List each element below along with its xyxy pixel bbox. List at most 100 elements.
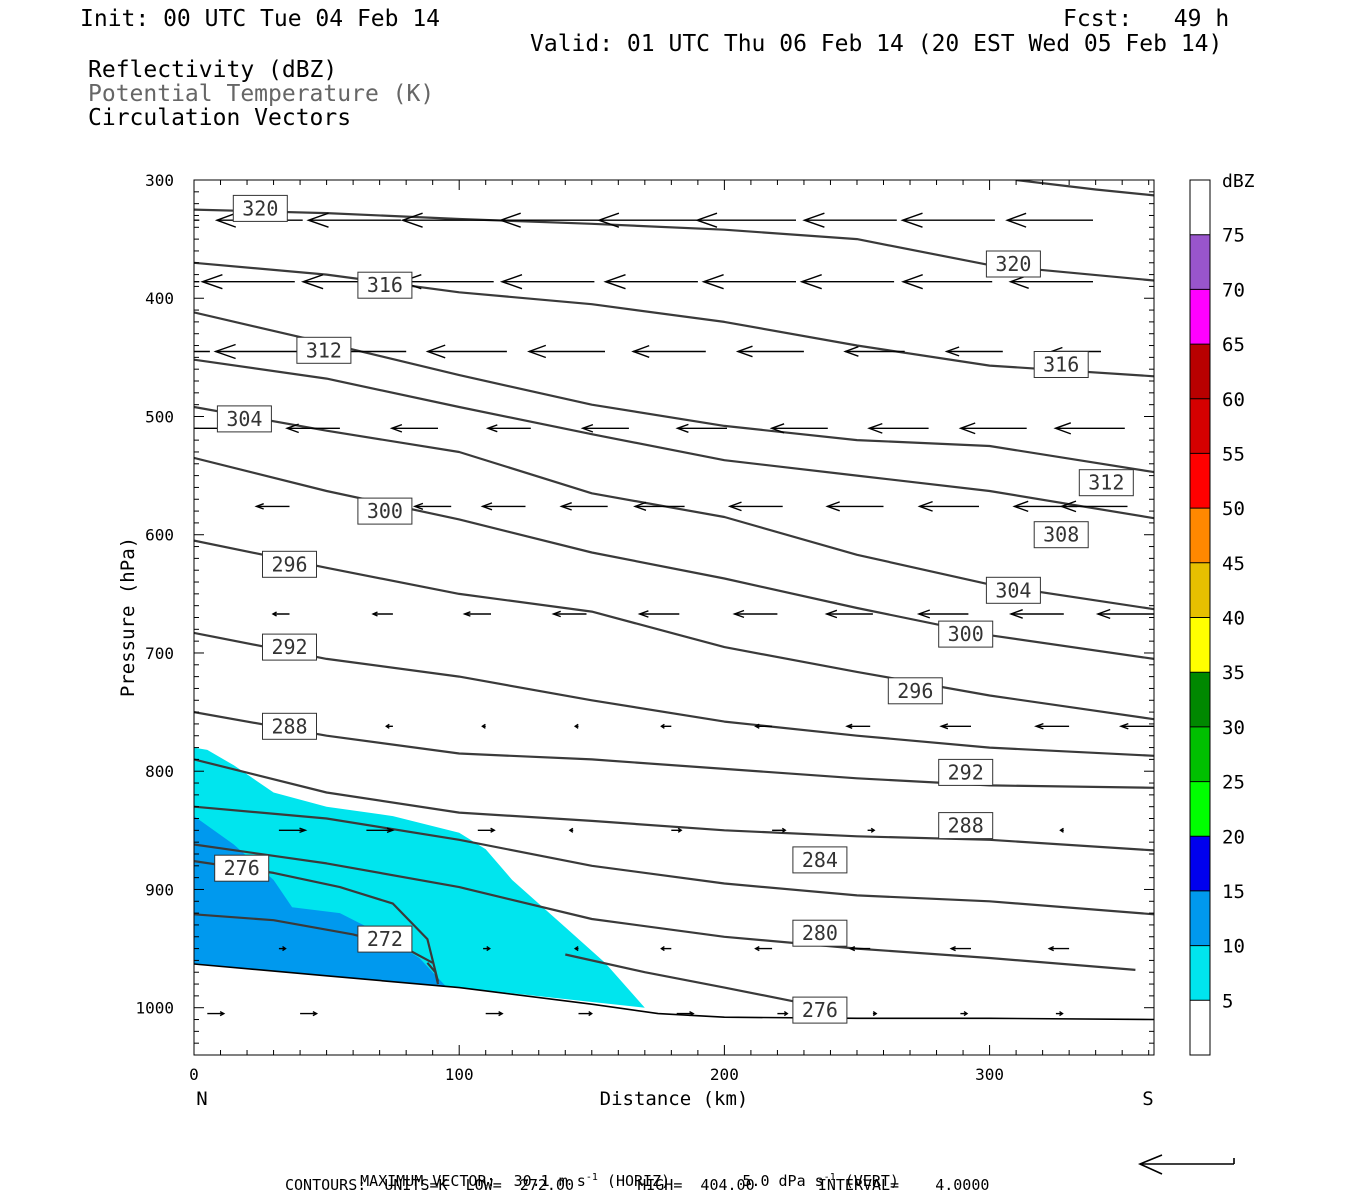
circulation-vector: [1047, 945, 1070, 952]
circulation-vector: [462, 611, 491, 617]
circulation-vector: [799, 274, 895, 290]
contour-label-box: [1078, 469, 1134, 497]
vector-head: [769, 423, 785, 434]
vector-head: [603, 274, 626, 290]
contour-label-text: 312: [306, 338, 342, 362]
vector-head: [917, 500, 933, 512]
terrain-line: [194, 963, 1154, 1021]
circulation-vector: [596, 212, 698, 228]
vector-head: [939, 723, 949, 730]
circulation-vector: [949, 945, 971, 952]
contour-label-304: 304: [216, 405, 272, 433]
contour-label-272: 272: [357, 925, 413, 953]
circulation-vector: [694, 212, 796, 228]
contour-label-box: [357, 925, 413, 953]
circulation-vector: [660, 723, 672, 729]
contour-label-box: [357, 271, 413, 299]
vector-head: [385, 723, 390, 729]
contour-label-288: 288: [938, 812, 994, 840]
circulation-vector: [958, 422, 1027, 435]
vector-head: [637, 610, 649, 618]
contour-label-296: 296: [262, 550, 317, 578]
vector-head: [1053, 422, 1072, 435]
vector-head: [559, 502, 572, 511]
vector-head: [118, 345, 138, 359]
vert-tag: (VERT): [844, 1172, 899, 1190]
circulation-vector: [660, 946, 672, 952]
contour-label-text: 272: [367, 927, 403, 951]
circulation-vector: [916, 609, 969, 619]
vector-head: [944, 346, 960, 357]
vector-head: [173, 423, 188, 434]
vector-head: [480, 502, 493, 511]
vector-head: [701, 274, 724, 290]
theta-contour-320: [194, 208, 1154, 282]
vector-head: [551, 610, 561, 618]
horiz-tag: (HORIZ): [606, 1172, 671, 1190]
theta-contour-276: [194, 860, 440, 982]
colorbar-label: 5: [1222, 990, 1233, 1012]
contour-label-box: [985, 250, 1041, 278]
circulation-vector: [732, 609, 778, 619]
contours-info: CONTOURS: UNITS=K LOW= 272.00 HIGH= 404.…: [285, 1176, 990, 1194]
contour-label-box: [232, 194, 288, 222]
colorbar-segment: [1190, 617, 1210, 673]
theta-contour-308: [194, 405, 1154, 611]
vector-head: [499, 274, 523, 290]
vector-head: [568, 827, 574, 833]
circulation-vector: [727, 501, 783, 512]
max-vector-row: MAXIMUM VECTOR: 30.1 m s-1 (HORIZ) 5.0 d…: [342, 1158, 899, 1189]
circulation-vector: [631, 344, 706, 358]
y-tick-label: 300: [145, 171, 174, 190]
circulation-vector: [637, 610, 680, 618]
vector-head: [271, 611, 277, 617]
contour-label-304: 304: [985, 576, 1041, 604]
vector-head: [282, 946, 287, 952]
y-axis-title: Pressure (hPa): [117, 537, 139, 697]
colorbar-label: 10: [1222, 936, 1245, 958]
vector-head: [1047, 945, 1054, 952]
contour-label-text: 288: [271, 714, 307, 738]
colorbar-segment: [1190, 945, 1210, 1001]
colorbar-segment: [1190, 234, 1210, 290]
vector-head: [1008, 609, 1023, 619]
vector-head: [660, 723, 665, 729]
vector-head: [677, 827, 683, 833]
vector-head: [213, 343, 236, 360]
contour-label-text: 296: [271, 552, 307, 576]
vector-head: [754, 945, 760, 952]
circulation-vector: [580, 423, 629, 433]
circulation-vector: [551, 610, 587, 618]
circulation-vector: [633, 501, 685, 511]
vector-head: [631, 344, 650, 358]
contour-label-text: 296: [897, 679, 933, 703]
contour-label-text: 292: [271, 635, 307, 659]
colorbar-segment: [1190, 289, 1210, 345]
vector-head: [824, 609, 838, 619]
contour-label-box: [1033, 351, 1089, 378]
circulation-vector: [399, 274, 494, 290]
contour-label-292: 292: [262, 633, 317, 661]
circulation-vector: [385, 723, 393, 729]
circulation-vector: [900, 212, 995, 228]
contour-label-292: 292: [938, 758, 994, 786]
contour-label-box: [938, 758, 994, 786]
circulation-vector: [485, 424, 531, 433]
colorbar-segment: [1190, 890, 1210, 946]
circulation-vector: [412, 502, 452, 510]
contour-label-text: 304: [226, 407, 262, 431]
colorbar-segment: [1190, 344, 1210, 399]
vector-head: [843, 346, 859, 357]
colorbar-label: 55: [1222, 443, 1245, 465]
circulation-vector: [213, 343, 308, 360]
contour-label-316: 316: [1033, 351, 1089, 378]
colorbar-label: 40: [1222, 608, 1245, 630]
contour-label-312: 312: [296, 336, 352, 364]
forecast-hour: Fcst: 49 h: [1063, 6, 1230, 32]
vert-exponent: -1: [823, 1172, 836, 1183]
circulation-vector: [901, 274, 993, 290]
vector-head: [596, 212, 620, 228]
circulation-vector: [843, 346, 905, 357]
circulation-vector: [499, 274, 595, 290]
